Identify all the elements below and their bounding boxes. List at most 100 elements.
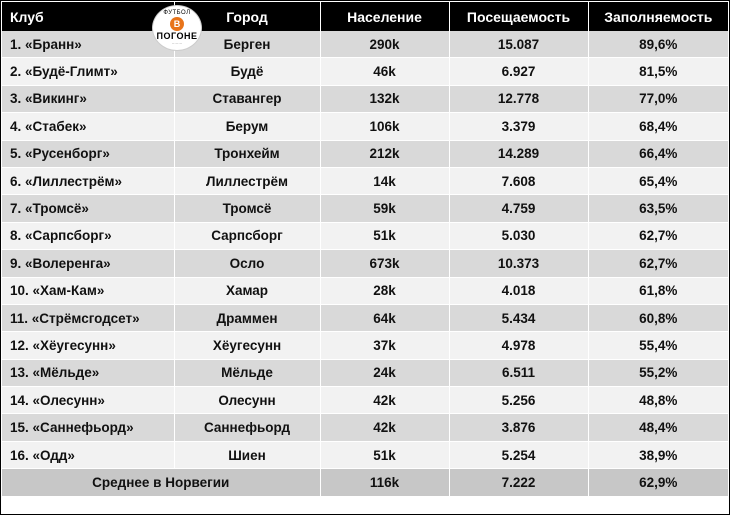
cell-fill-rate: 55,2% [588,359,728,388]
cell-fill-rate: 48,8% [588,386,728,415]
cell-population: 673k [320,249,450,278]
cell-club: 7. «Тромсё» [2,194,175,223]
cell-city: Будё [174,57,321,86]
cell-population: 28k [320,277,450,305]
cell-attendance: 10.373 [449,249,589,278]
table-row: 15. «Саннефьорд» Саннефьорд 42k 3.876 48,4% [2,413,728,442]
cell-fill-rate: 62,7% [588,249,728,278]
cell-city: Сарпсборг [174,222,321,251]
table-row: 3. «Викинг» Ставангер 132k 12.778 77,0% [2,85,728,114]
cell-population: 42k [320,413,450,442]
table-row: 1. «Бранн» Берген 290k 15.087 89,6% [2,31,728,59]
attendance-table: Клуб Город Население Посещаемость Заполн… [2,2,728,498]
cell-city: Хамар [174,277,321,305]
cell-city: Лиллестрём [174,167,321,196]
cell-club: 5. «Русенборг» [2,140,175,168]
cell-club: 4. «Стабек» [2,112,175,141]
header-attendance: Посещаемость [449,2,589,31]
cell-club: 3. «Викинг» [2,85,175,114]
cell-club: 14. «Олесунн» [2,386,175,415]
cell-attendance: 14.289 [449,140,589,168]
v-pogone-logo: ФУТБОЛ В ПОГОНЕ ········ [152,5,202,51]
cell-fill-rate: 81,5% [588,57,728,86]
cell-population: 212k [320,140,450,168]
cell-city: Олесунн [174,386,321,415]
table-row: 9. «Волеренга» Осло 673k 10.373 62,7% [2,249,728,278]
cell-population: 106k [320,112,450,141]
header-fill-rate: Заполняемость [588,2,728,31]
cell-fill-rate: 55,4% [588,331,728,360]
cell-attendance: 6.511 [449,359,589,388]
cell-fill-rate: 77,0% [588,85,728,114]
table-row: 14. «Олесунн» Олесунн 42k 5.256 48,8% [2,386,728,415]
table-row: 13. «Мёльде» Мёльде 24k 6.511 55,2% [2,359,728,388]
cell-city: Тронхейм [174,140,321,168]
cell-city: Берген [174,31,321,59]
table-row: 16. «Одд» Шиен 51k 5.254 38,9% [2,441,728,470]
logo-subline: ········ [171,41,183,46]
cell-club: 16. «Одд» [2,441,175,470]
cell-city: Осло [174,249,321,278]
cell-attendance: 4.759 [449,194,589,223]
cell-attendance: 5.434 [449,304,589,333]
table-row: 8. «Сарпсборг» Сарпсборг 51k 5.030 62,7% [2,222,728,251]
cell-city: Тромсё [174,194,321,223]
cell-population: 64k [320,304,450,333]
cell-population: 42k [320,386,450,415]
cell-club: 2. «Будё-Глимт» [2,57,175,86]
cell-club: 13. «Мёльде» [2,359,175,388]
cell-city: Шиен [174,441,321,470]
cell-city: Хёугесунн [174,331,321,360]
average-fill-rate: 62,9% [588,468,728,498]
cell-fill-rate: 66,4% [588,140,728,168]
table-row: 5. «Русенборг» Тронхейм 212k 14.289 66,4% [2,140,728,168]
cell-fill-rate: 89,6% [588,31,728,59]
cell-club: 6. «Лиллестрём» [2,167,175,196]
logo-circle: В [170,17,184,31]
cell-club: 8. «Сарпсборг» [2,222,175,251]
cell-population: 37k [320,331,450,360]
cell-city: Ставангер [174,85,321,114]
cell-fill-rate: 65,4% [588,167,728,196]
cell-population: 46k [320,57,450,86]
cell-population: 51k [320,222,450,251]
cell-fill-rate: 63,5% [588,194,728,223]
average-attendance: 7.222 [449,468,589,498]
cell-fill-rate: 62,7% [588,222,728,251]
cell-city: Драммен [174,304,321,333]
cell-fill-rate: 68,4% [588,112,728,141]
cell-fill-rate: 60,8% [588,304,728,333]
cell-fill-rate: 48,4% [588,413,728,442]
logo-top-text: ФУТБОЛ [163,10,191,16]
cell-club: 1. «Бранн» [2,31,175,59]
table-row: 4. «Стабек» Берум 106k 3.379 68,4% [2,112,728,141]
header-club: Клуб [2,2,175,31]
table-row: 6. «Лиллестрём» Лиллестрём 14k 7.608 65,4% [2,167,728,196]
cell-population: 290k [320,31,450,59]
cell-attendance: 4.018 [449,277,589,305]
cell-attendance: 5.254 [449,441,589,470]
cell-population: 14k [320,167,450,196]
cell-attendance: 4.978 [449,331,589,360]
cell-club: 15. «Саннефьорд» [2,413,175,442]
cell-population: 51k [320,441,450,470]
cell-fill-rate: 61,8% [588,277,728,305]
cell-population: 59k [320,194,450,223]
cell-city: Берум [174,112,321,141]
average-population: 116k [320,468,450,498]
cell-attendance: 5.030 [449,222,589,251]
cell-attendance: 6.927 [449,57,589,86]
table-row: 7. «Тромсё» Тромсё 59k 4.759 63,5% [2,194,728,223]
cell-club: 11. «Стрёмсгодсет» [2,304,175,333]
cell-city: Саннефьорд [174,413,321,442]
cell-population: 132k [320,85,450,114]
header-row: Клуб Город Население Посещаемость Заполн… [2,2,728,31]
cell-attendance: 7.608 [449,167,589,196]
table-row: 2. «Будё-Глимт» Будё 46k 6.927 81,5% [2,57,728,86]
cell-fill-rate: 38,9% [588,441,728,470]
cell-population: 24k [320,359,450,388]
table-row: 12. «Хёугесунн» Хёугесунн 37k 4.978 55,4% [2,331,728,360]
average-label: Среднее в Норвегии [2,468,321,498]
cell-attendance: 3.379 [449,112,589,141]
